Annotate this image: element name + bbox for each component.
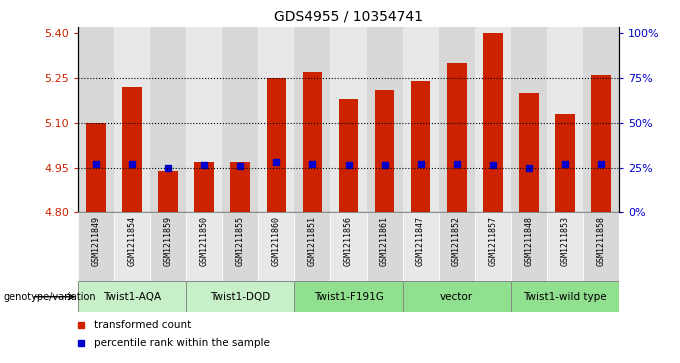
Bar bbox=[583, 212, 619, 281]
Bar bbox=[403, 27, 439, 212]
Text: Twist1-wild type: Twist1-wild type bbox=[523, 292, 607, 302]
Text: genotype/variation: genotype/variation bbox=[3, 292, 96, 302]
Text: GSM1211850: GSM1211850 bbox=[200, 216, 209, 266]
Bar bbox=[267, 78, 286, 212]
Bar bbox=[78, 27, 114, 212]
Bar bbox=[186, 281, 294, 312]
Bar bbox=[591, 75, 611, 212]
Text: GSM1211858: GSM1211858 bbox=[596, 216, 605, 266]
Bar bbox=[222, 212, 258, 281]
Bar bbox=[403, 281, 511, 312]
Bar bbox=[150, 212, 186, 281]
Bar bbox=[583, 27, 619, 212]
Bar bbox=[231, 162, 250, 212]
Bar bbox=[114, 27, 150, 212]
Bar bbox=[367, 27, 403, 212]
Bar bbox=[555, 114, 575, 212]
Bar bbox=[511, 212, 547, 281]
Bar bbox=[330, 212, 367, 281]
Bar bbox=[150, 27, 186, 212]
Bar bbox=[447, 63, 466, 212]
Text: GSM1211848: GSM1211848 bbox=[524, 216, 533, 266]
Text: GSM1211852: GSM1211852 bbox=[452, 216, 461, 266]
Text: GSM1211851: GSM1211851 bbox=[308, 216, 317, 266]
Bar bbox=[194, 162, 214, 212]
Text: GSM1211856: GSM1211856 bbox=[344, 216, 353, 266]
Text: transformed count: transformed count bbox=[95, 320, 192, 330]
Bar bbox=[475, 27, 511, 212]
Bar bbox=[294, 27, 330, 212]
Text: GSM1211853: GSM1211853 bbox=[560, 216, 569, 266]
Text: GSM1211859: GSM1211859 bbox=[164, 216, 173, 266]
Bar bbox=[519, 93, 539, 212]
Bar bbox=[411, 81, 430, 212]
Bar bbox=[186, 212, 222, 281]
Text: Twist1-AQA: Twist1-AQA bbox=[103, 292, 161, 302]
Bar bbox=[367, 212, 403, 281]
Text: GSM1211860: GSM1211860 bbox=[272, 216, 281, 266]
Bar bbox=[78, 281, 186, 312]
Bar bbox=[186, 27, 222, 212]
Bar bbox=[294, 212, 330, 281]
Bar bbox=[403, 212, 439, 281]
Bar bbox=[114, 212, 150, 281]
Bar bbox=[78, 212, 114, 281]
Bar bbox=[258, 27, 294, 212]
Bar bbox=[294, 281, 403, 312]
Text: GSM1211854: GSM1211854 bbox=[128, 216, 137, 266]
Title: GDS4955 / 10354741: GDS4955 / 10354741 bbox=[274, 9, 423, 23]
Bar bbox=[303, 72, 322, 212]
Bar bbox=[258, 212, 294, 281]
Bar bbox=[439, 27, 475, 212]
Bar bbox=[86, 123, 106, 212]
Bar bbox=[511, 27, 547, 212]
Text: GSM1211847: GSM1211847 bbox=[416, 216, 425, 266]
Bar bbox=[330, 27, 367, 212]
Text: GSM1211861: GSM1211861 bbox=[380, 216, 389, 266]
Bar bbox=[439, 212, 475, 281]
Bar bbox=[547, 27, 583, 212]
Text: Twist1-DQD: Twist1-DQD bbox=[210, 292, 271, 302]
Text: percentile rank within the sample: percentile rank within the sample bbox=[95, 338, 270, 348]
Text: GSM1211855: GSM1211855 bbox=[236, 216, 245, 266]
Bar bbox=[375, 90, 394, 212]
Bar bbox=[511, 281, 619, 312]
Text: GSM1211857: GSM1211857 bbox=[488, 216, 497, 266]
Bar bbox=[339, 99, 358, 212]
Bar bbox=[222, 27, 258, 212]
Bar bbox=[122, 87, 142, 212]
Bar bbox=[483, 33, 503, 212]
Text: Twist1-F191G: Twist1-F191G bbox=[313, 292, 384, 302]
Text: GSM1211849: GSM1211849 bbox=[92, 216, 101, 266]
Bar bbox=[158, 171, 178, 212]
Bar bbox=[475, 212, 511, 281]
Bar bbox=[547, 212, 583, 281]
Text: vector: vector bbox=[440, 292, 473, 302]
